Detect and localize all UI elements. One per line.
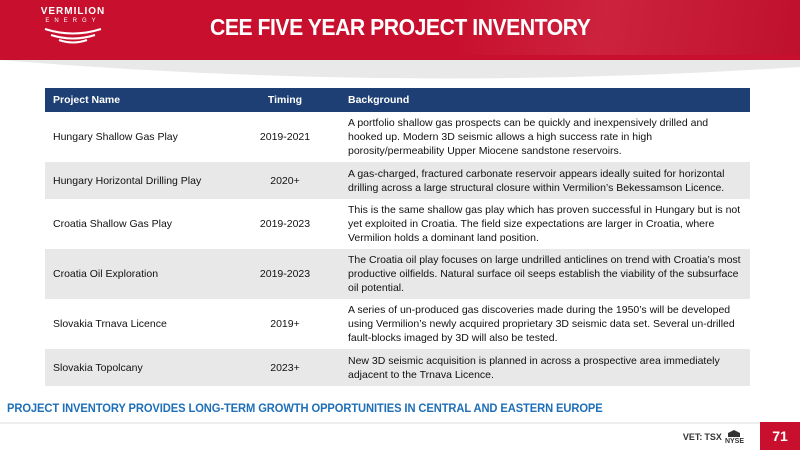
ticker-exchange-nyse: NYSE [724, 437, 744, 445]
timing-cell: 2020+ [270, 174, 300, 187]
table-row: Hungary Horizontal Drilling Play 2020+ A… [45, 162, 750, 199]
footer-bar: VET: TSX NYSE 71 [0, 422, 800, 450]
header-stripe [460, 0, 800, 60]
timing-cell: 2019-2023 [259, 268, 311, 280]
footer-tagline: PROJECT INVENTORY PROVIDES LONG-TERM GRO… [7, 401, 603, 415]
nyse-logo-icon: NYSE [725, 429, 744, 446]
table-row: Croatia Oil Exploration 2019-2023 The Cr… [45, 249, 750, 299]
project-table-container: Project Name Timing Background Hungary S… [45, 88, 750, 386]
table-header-row: Project Name Timing Background [45, 88, 750, 112]
ticker-exchange-tsx: TSX [704, 432, 722, 442]
page-title: CEE FIVE YEAR PROJECT INVENTORY [210, 14, 591, 40]
timing-cell: 2019+ [270, 318, 300, 330]
project-name-cell: Hungary Horizontal Drilling Play [53, 174, 202, 187]
logo-sub: ENERGY [45, 18, 101, 24]
column-header-project-name: Project Name [53, 94, 121, 106]
project-name-cell: Hungary Shallow Gas Play [53, 131, 178, 143]
project-name-cell: Slovakia Topolcany [53, 361, 143, 374]
background-cell: A gas-charged, fractured carbonate reser… [348, 167, 725, 194]
vermilion-logo: VERMILION ENERGY [18, 6, 128, 54]
table-row: Slovakia Trnava Licence 2019+ A series o… [45, 299, 750, 349]
background-cell: This is the same shallow gas play which … [348, 204, 741, 244]
logo-name: VERMILION [40, 6, 106, 17]
table-row: Hungary Shallow Gas Play 2019-2021 A por… [45, 112, 750, 162]
background-cell: A series of un-produced gas discoveries … [348, 304, 735, 344]
table-row: Slovakia Topolcany 2023+ New 3D seismic … [45, 349, 750, 386]
project-name-cell: Croatia Shallow Gas Play [53, 218, 173, 230]
column-header-timing: Timing [267, 94, 303, 106]
background-cell: New 3D seismic acquisition is planned in… [348, 354, 720, 381]
project-inventory-table: Project Name Timing Background Hungary S… [45, 88, 750, 386]
stock-ticker: VET: TSX NYSE [683, 428, 744, 446]
project-name-cell: Croatia Oil Exploration [53, 268, 159, 280]
logo-mark-icon [44, 28, 102, 44]
timing-cell: 2019-2021 [259, 131, 311, 143]
header-swoosh [0, 55, 800, 79]
ticker-symbol: VET: [682, 432, 703, 442]
timing-cell: 2023+ [270, 361, 300, 374]
page-number: 71 [760, 422, 800, 450]
timing-cell: 2019-2023 [259, 218, 311, 230]
footer-divider [0, 422, 800, 424]
column-header-background: Background [348, 94, 410, 106]
table-row: Croatia Shallow Gas Play 2019-2023 This … [45, 199, 750, 249]
project-name-cell: Slovakia Trnava Licence [53, 318, 167, 330]
background-cell: A portfolio shallow gas prospects can be… [348, 117, 709, 157]
background-cell: The Croatia oil play focuses on large un… [348, 254, 741, 294]
header-bar: VERMILION ENERGY CEE FIVE YEAR PROJECT I… [0, 0, 800, 60]
nyse-building-icon [728, 429, 741, 437]
